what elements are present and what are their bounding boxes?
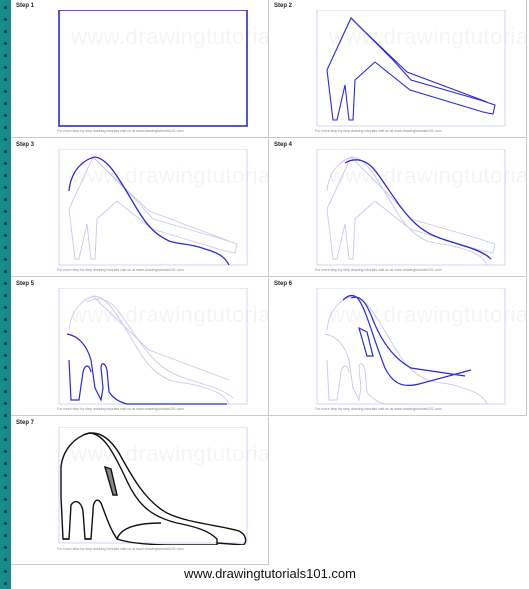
step-4-label: Step 4 <box>274 142 293 148</box>
binding-hole <box>4 114 7 117</box>
step-5-panel: Step 5 www.drawingtutorials101.com For m… <box>11 278 269 416</box>
binding-hole <box>4 30 7 33</box>
binding-hole <box>4 414 7 417</box>
step-4-drawing <box>316 149 506 266</box>
binding-hole <box>4 354 7 357</box>
binding-hole <box>4 450 7 453</box>
step-6-panel: Step 6 www.drawingtutorials101.com For m… <box>269 278 527 416</box>
binding-hole <box>4 330 7 333</box>
watermark: www.drawingtutorials101.com <box>71 302 268 328</box>
binding-hole <box>4 138 7 141</box>
binding-hole <box>4 378 7 381</box>
binding-hole <box>4 462 7 465</box>
step-3-drawing <box>58 149 248 266</box>
binding-hole <box>4 318 7 321</box>
binding-hole <box>4 486 7 489</box>
step-1-label: Step 1 <box>16 3 35 9</box>
step-3-panel: Step 3 www.drawingtutorials101.com For m… <box>11 139 269 277</box>
binding-hole <box>4 558 7 561</box>
step-6-footer: For more step by step drawing tutorials … <box>315 407 442 411</box>
binding-hole <box>4 210 7 213</box>
binding-hole <box>4 6 7 9</box>
binding-hole <box>4 282 7 285</box>
binding-hole <box>4 390 7 393</box>
step-3-label: Step 3 <box>16 142 35 148</box>
step-7-drawing <box>58 427 248 545</box>
binding-hole <box>4 306 7 309</box>
binding-hole <box>4 570 7 573</box>
binding-hole <box>4 90 7 93</box>
step-5-label: Step 5 <box>16 281 35 287</box>
binding-hole <box>4 342 7 345</box>
binding-hole <box>4 246 7 249</box>
binding-hole <box>4 426 7 429</box>
binding-hole <box>4 582 7 585</box>
step-4-panel: Step 4 www.drawingtutorials101.com For m… <box>269 139 527 277</box>
watermark: www.drawingtutorials101.com <box>329 163 526 189</box>
binding-hole <box>4 258 7 261</box>
step-7-label: Step 7 <box>16 420 35 426</box>
binding-hole <box>4 438 7 441</box>
binding-hole <box>4 294 7 297</box>
binding-hole <box>4 366 7 369</box>
tutorial-page: Step 1 www.drawingtutorials101.com For m… <box>11 0 529 589</box>
binding-hole <box>4 186 7 189</box>
binding-hole <box>4 498 7 501</box>
binding-hole <box>4 42 7 45</box>
binding-hole <box>4 78 7 81</box>
binding-hole <box>4 534 7 537</box>
binding-hole <box>4 54 7 57</box>
binding-hole <box>4 198 7 201</box>
binding-hole <box>4 162 7 165</box>
step-2-panel: Step 2 www.drawingtutorials101.com For m… <box>269 0 527 138</box>
binding-hole <box>4 522 7 525</box>
step-1-footer: For more step by step drawing tutorials … <box>57 129 184 133</box>
binding-hole <box>4 234 7 237</box>
watermark: www.drawingtutorials101.com <box>71 24 268 50</box>
step-2-drawing <box>316 10 506 127</box>
binding-hole <box>4 402 7 405</box>
step-2-footer: For more step by step drawing tutorials … <box>315 129 442 133</box>
binding-hole <box>4 270 7 273</box>
binding-hole <box>4 174 7 177</box>
spiral-binding <box>0 0 11 589</box>
watermark: www.drawingtutorials101.com <box>71 441 268 467</box>
step-6-drawing <box>316 288 506 405</box>
binding-hole <box>4 150 7 153</box>
step-2-label: Step 2 <box>274 3 293 9</box>
binding-hole <box>4 66 7 69</box>
binding-hole <box>4 474 7 477</box>
site-url: www.drawingtutorials101.com <box>184 566 356 581</box>
step-4-footer: For more step by step drawing tutorials … <box>315 268 442 272</box>
binding-hole <box>4 222 7 225</box>
binding-hole <box>4 18 7 21</box>
watermark: www.drawingtutorials101.com <box>71 163 268 189</box>
step-1-drawing <box>58 10 248 127</box>
step-6-label: Step 6 <box>274 281 293 287</box>
step-7-panel: Step 7 www.drawingtutorials101.com For m… <box>11 417 269 565</box>
step-3-footer: For more step by step drawing tutorials … <box>57 268 184 272</box>
binding-hole <box>4 102 7 105</box>
step-5-footer: For more step by step drawing tutorials … <box>57 407 184 411</box>
binding-hole <box>4 546 7 549</box>
binding-hole <box>4 510 7 513</box>
binding-hole <box>4 126 7 129</box>
step-1-panel: Step 1 www.drawingtutorials101.com For m… <box>11 0 269 138</box>
step-7-footer: For more step by step drawing tutorials … <box>57 547 184 551</box>
step-5-drawing <box>58 288 248 405</box>
